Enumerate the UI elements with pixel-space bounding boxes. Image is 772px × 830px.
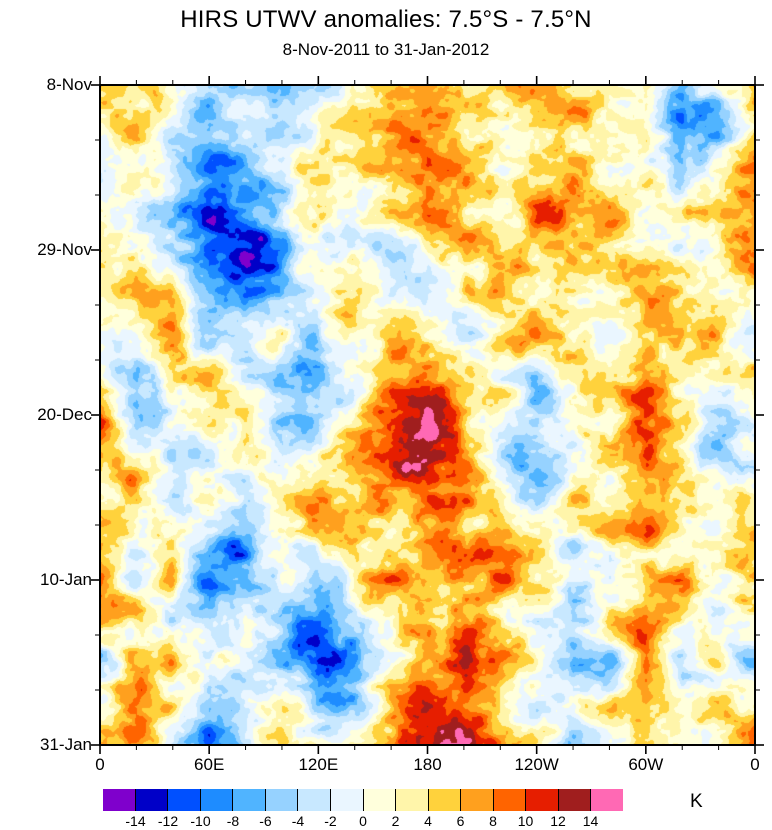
x-axis-tick-label: 0	[95, 755, 105, 774]
x-axis-tick-label: 0	[750, 755, 760, 774]
x-axis-tick-label: 60E	[194, 755, 225, 774]
colorbar-tick-label: -10	[190, 813, 211, 829]
colorbar-tick-label: -14	[125, 813, 146, 829]
plot-area	[91, 76, 764, 754]
colorbar-labels: -14 -12 -10 -8 -6 -4 -2 0 2 4 6 8 10 12 14	[103, 813, 623, 829]
x-axis-tick-label: 180	[413, 755, 442, 774]
colorbar-tick-label: 8	[489, 813, 497, 829]
colorbar-tick-label: 0	[359, 813, 367, 829]
colorbar-segment	[396, 789, 429, 811]
colorbar-segment	[298, 789, 331, 811]
chart-subtitle: 8-Nov-2011 to 31-Jan-2012	[282, 40, 490, 59]
colorbar-tick-label: -8	[226, 813, 240, 829]
x-axis-labels: 0 60E 120E 180 120W 60W 0	[95, 755, 759, 777]
x-axis-tick-label: 120E	[298, 755, 339, 774]
colorbar-segment	[135, 789, 169, 811]
colorbar-segment	[168, 789, 201, 811]
colorbar-tick-label: -12	[157, 813, 179, 829]
colorbar-segment	[428, 789, 462, 811]
colorbar-segment	[461, 789, 494, 811]
colorbar-segment	[493, 789, 527, 811]
x-axis-tick-label: 60W	[628, 755, 664, 774]
colorbar-tick-label: 2	[391, 813, 400, 829]
colorbar-segment	[363, 789, 397, 811]
y-axis-labels: 8-Nov 29-Nov 20-Dec 10-Jan 31-Jan	[6, 75, 92, 754]
colorbar-tick-label: 6	[456, 813, 465, 829]
colorbar-tick-label: 12	[550, 813, 566, 829]
x-axis-tick-label: 120W	[514, 755, 559, 774]
colorbar-segment	[200, 789, 234, 811]
colorbar-segment	[330, 789, 364, 811]
colorbar	[103, 789, 623, 811]
y-axis-tick-label: 31-Jan	[40, 735, 92, 754]
colorbar-segment	[558, 789, 592, 811]
colorbar-segment	[591, 789, 623, 811]
colorbar-tick-label: 10	[517, 813, 534, 829]
colorbar-segment	[265, 789, 299, 811]
chart-title: HIRS UTWV anomalies: 7.5°S - 7.5°N	[180, 6, 592, 33]
colorbar-segment	[103, 789, 136, 811]
y-axis-tick-label: 29-Nov	[37, 240, 92, 259]
y-axis-tick-label: 8-Nov	[46, 75, 92, 94]
colorbar-tick-label: -2	[324, 813, 337, 829]
y-axis-tick-label: 10-Jan	[40, 570, 92, 589]
colorbar-segment	[526, 789, 559, 811]
colorbar-tick-label: 14	[582, 813, 599, 829]
colorbar-segments	[103, 789, 623, 811]
heatmap-canvas	[100, 85, 755, 745]
colorbar-tick-label: -6	[259, 813, 272, 829]
unit-label: K	[690, 791, 703, 812]
colorbar-segment	[233, 789, 266, 811]
colorbar-tick-label: 4	[424, 813, 432, 829]
y-axis-tick-label: 20-Dec	[37, 405, 92, 424]
colorbar-tick-label: -4	[291, 813, 305, 829]
